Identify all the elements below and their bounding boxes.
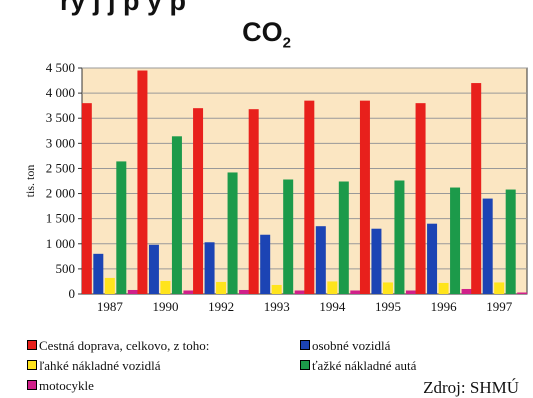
bar-e8201c-1996 (415, 103, 426, 295)
y-tick-label: 1 500 (46, 211, 75, 226)
y-tick-label: 2 500 (46, 160, 75, 175)
bar-e8201c-1987 (81, 103, 92, 295)
x-tick-label: 1993 (264, 299, 290, 314)
bar-1c44b4-1990 (148, 244, 159, 294)
bar-e8201c-1997 (471, 83, 482, 294)
x-tick-label: 1994 (319, 299, 346, 314)
x-tick-label: 1987 (97, 299, 124, 314)
chart-title: CO2 (0, 17, 533, 51)
y-tick-label: 1 000 (46, 236, 75, 251)
bar-d0208a-1990 (183, 290, 194, 294)
bar-d0208a-1993 (294, 290, 305, 294)
bar-e8201c-1995 (359, 100, 370, 295)
legend-swatch (300, 360, 310, 370)
bar-d0208a-1997 (517, 292, 528, 294)
chart-title-subscript: 2 (282, 34, 291, 52)
source-label: Zdroj: SHMÚ (423, 378, 519, 397)
bar-ffe41c-1992 (216, 281, 227, 294)
legend-label: motocykle (39, 378, 94, 393)
legend-swatch (27, 340, 37, 350)
bar-ffe41c-1995 (382, 282, 393, 294)
bar-1c9a4a-1995 (394, 180, 405, 294)
legend-item-cars: osobné vozidlá (300, 338, 390, 354)
x-tick-label: 1997 (486, 299, 513, 314)
bar-e8201c-1992 (193, 108, 204, 294)
bar-1c44b4-1995 (371, 228, 382, 294)
bar-1c9a4a-1987 (116, 161, 127, 294)
bar-1c9a4a-1993 (283, 179, 294, 294)
bar-e8201c-1994 (304, 100, 315, 295)
legend-item-light-trucks: ľahké nákladné vozidlá (27, 358, 161, 374)
bar-d0208a-1994 (350, 290, 361, 294)
bar-1c44b4-1997 (482, 198, 493, 294)
x-tick-label: 1992 (208, 299, 234, 314)
y-axis-label: tis. ton (23, 165, 37, 198)
legend-swatch (27, 360, 37, 370)
chart-title-text: CO (242, 17, 283, 47)
bar-d0208a-1995 (405, 290, 416, 294)
bar-1c9a4a-1990 (171, 136, 182, 294)
x-tick-label: 1996 (431, 299, 458, 314)
bar-d0208a-1987 (127, 289, 138, 294)
y-tick-label: 3 000 (46, 135, 75, 150)
legend-label: ľahké nákladné vozidlá (39, 358, 161, 373)
bar-1c9a4a-1994 (338, 181, 349, 294)
bar-1c44b4-1993 (260, 234, 271, 294)
bar-d0208a-1992 (239, 289, 250, 294)
bar-ffe41c-1993 (271, 284, 282, 294)
legend-item-total: Cestná doprava, celkovo, z toho: (27, 338, 209, 354)
y-tick-label: 3 500 (46, 110, 75, 125)
bar-1c9a4a-1997 (505, 189, 516, 294)
chart-title-fragment: ry j j p y p (60, 0, 187, 16)
bar-1c44b4-1987 (93, 253, 104, 294)
legend-label: ťažké nákladné autá (312, 358, 417, 373)
legend-label: osobné vozidlá (312, 338, 391, 353)
bar-1c44b4-1996 (427, 223, 438, 294)
y-tick-label: 4 000 (46, 85, 75, 100)
bar-ffe41c-1997 (494, 282, 505, 294)
bar-e8201c-1993 (248, 109, 259, 294)
bar-d0208a-1996 (461, 288, 472, 294)
legend-label: Cestná doprava, celkovo, z toho: (39, 338, 210, 353)
y-tick-label: 4 500 (46, 60, 75, 75)
legend-item-motorcycles: motocykle (27, 378, 94, 394)
bar-1c44b4-1994 (315, 226, 326, 294)
x-tick-label: 1990 (152, 299, 178, 314)
y-tick-label: 0 (69, 286, 76, 301)
bar-ffe41c-1996 (438, 282, 449, 294)
bar-1c9a4a-1992 (227, 172, 238, 294)
y-tick-label: 500 (56, 261, 76, 276)
legend-swatch (27, 380, 37, 390)
x-tick-label: 1995 (375, 299, 401, 314)
bar-ffe41c-1987 (104, 277, 115, 294)
legend-swatch (300, 340, 310, 350)
bar-ffe41c-1994 (327, 281, 338, 294)
legend-item-heavy-trucks: ťažké nákladné autá (300, 358, 416, 374)
bar-e8201c-1990 (137, 70, 148, 294)
bar-ffe41c-1990 (160, 280, 171, 294)
bar-1c9a4a-1996 (450, 187, 461, 294)
bar-1c44b4-1992 (204, 242, 215, 294)
y-tick-label: 2 000 (46, 186, 75, 201)
